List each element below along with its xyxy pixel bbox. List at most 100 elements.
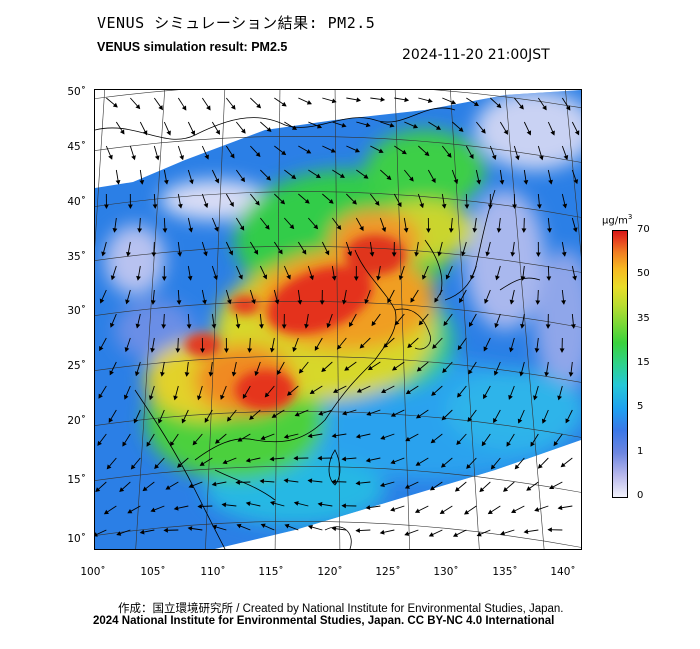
- wind-arrow-head: [135, 323, 141, 329]
- wind-arrow-head: [341, 503, 346, 509]
- wind-arrow-head: [188, 227, 194, 233]
- wind-arrow-head: [119, 487, 125, 492]
- wind-arrow-head: [130, 464, 136, 470]
- wind-arrow-head: [283, 478, 289, 484]
- wind-arrow-head: [570, 324, 576, 329]
- wind-arrow-head: [494, 323, 500, 329]
- wind-arrow-head: [173, 505, 179, 511]
- wind-arrow-head: [553, 441, 559, 447]
- wind-arrow-head: [332, 388, 339, 393]
- wind-arrow-head: [557, 395, 562, 401]
- wind-arrow-head: [284, 523, 290, 529]
- wind-arrow-head: [203, 251, 208, 257]
- wind-arrow-head: [452, 532, 459, 537]
- wind-arrow-head: [286, 390, 292, 396]
- wind-arrow-head: [387, 298, 392, 304]
- wind-arrow-head: [365, 505, 371, 510]
- wind-arrow-head: [319, 300, 325, 305]
- wind-arrow-head: [142, 130, 148, 136]
- lat-label-50: 50˚: [67, 86, 86, 98]
- wind-arrow-head: [115, 179, 121, 185]
- wind-arrow-head: [161, 324, 167, 329]
- wind-arrow-head: [440, 462, 446, 468]
- wind-arrow-head: [181, 105, 187, 111]
- colorbar-tick-35: 35: [637, 313, 650, 324]
- pm25-map: [94, 89, 582, 550]
- wind-arrow-head: [389, 122, 395, 128]
- wind-arrow-head: [448, 228, 454, 233]
- wind-arrow-head: [503, 129, 508, 135]
- wind-arrow-head: [255, 200, 260, 206]
- wind-arrow-head: [572, 227, 578, 233]
- wind-arrow-head: [414, 251, 420, 257]
- wind-arrow-head: [535, 300, 541, 305]
- wind-arrow-head: [177, 252, 183, 257]
- wind-arrow-head: [493, 418, 498, 424]
- wind-arrow-head: [239, 225, 245, 231]
- wind-arrow-head: [103, 204, 109, 209]
- colorbar-tick-5: 5: [637, 401, 644, 412]
- wind-arrow-head: [521, 228, 527, 233]
- wind-arrow-head: [509, 347, 514, 353]
- wind-arrow-head: [353, 276, 359, 281]
- wind-arrow-head: [512, 204, 517, 209]
- lat-label-30: 30˚: [67, 305, 86, 317]
- wind-arrow-head: [309, 275, 314, 281]
- wind-arrow-head: [197, 503, 202, 509]
- wind-arrow-head: [154, 155, 160, 161]
- wind-arrow-head: [508, 394, 513, 400]
- wind-arrow-head: [331, 526, 337, 532]
- wind-arrow-head: [443, 320, 449, 327]
- wind-arrow-head: [376, 275, 381, 281]
- wind-arrow-head: [441, 203, 447, 209]
- wind-arrow-head: [380, 96, 386, 102]
- wind-arrow-head: [439, 509, 445, 514]
- wind-arrow-head: [435, 125, 442, 130]
- wind-arrow-head: [190, 130, 196, 136]
- wind-arrow-head: [221, 502, 227, 508]
- wind-arrow-head: [211, 324, 217, 329]
- wind-arrow-head: [189, 179, 194, 185]
- wind-arrow-head: [336, 224, 342, 231]
- wind-arrow-head: [403, 227, 409, 233]
- lat-label-35: 35˚: [67, 251, 86, 263]
- wind-arrow-head: [356, 388, 362, 393]
- credit-line: 作成：国立環境研究所 / Created by National Institu…: [118, 603, 564, 615]
- wind-arrow-head: [339, 173, 345, 178]
- wind-arrow-head: [238, 274, 243, 280]
- wind-arrow-head: [379, 482, 385, 488]
- wind-arrow-head: [445, 274, 451, 280]
- wind-arrow-head: [367, 365, 373, 371]
- wind-arrow-head: [304, 198, 310, 204]
- wind-arrow-head: [454, 486, 460, 492]
- title-english: VENUS simulation result: PM2.5: [97, 40, 288, 54]
- wind-arrow-head: [200, 348, 205, 353]
- wind-arrow-head: [165, 485, 171, 490]
- wind-arrow-head: [538, 155, 544, 161]
- wind-arrow-head: [514, 464, 520, 470]
- wind-arrow-head: [434, 297, 439, 303]
- wind-arrow-head: [289, 224, 295, 230]
- wind-arrow-head: [390, 412, 396, 417]
- wind-arrow-head: [476, 179, 481, 185]
- wind-arrow-head: [364, 298, 370, 305]
- wind-arrow-head: [264, 224, 270, 230]
- wind-arrow-head: [546, 276, 552, 281]
- lon-label-130: 130˚: [433, 566, 459, 578]
- wind-arrow-head: [188, 483, 194, 489]
- wind-arrow-head: [394, 320, 400, 326]
- wind-arrow-head: [163, 179, 169, 185]
- wind-arrow-head: [95, 532, 98, 537]
- wind-arrow-head: [306, 100, 312, 105]
- wind-arrow-head: [176, 300, 182, 305]
- wind-arrow-head: [431, 177, 436, 184]
- wind-arrow-head: [427, 98, 433, 104]
- wind-arrow-head: [331, 479, 336, 485]
- wind-arrow-head: [487, 204, 493, 209]
- wind-arrow-head: [136, 275, 141, 281]
- forecast-timestamp: 2024-11-20 21:00JST: [402, 47, 550, 63]
- wind-arrow-head: [228, 250, 234, 256]
- wind-arrow-head: [242, 393, 248, 399]
- wind-arrow-head: [192, 440, 198, 446]
- lon-label-120: 120˚: [317, 566, 343, 578]
